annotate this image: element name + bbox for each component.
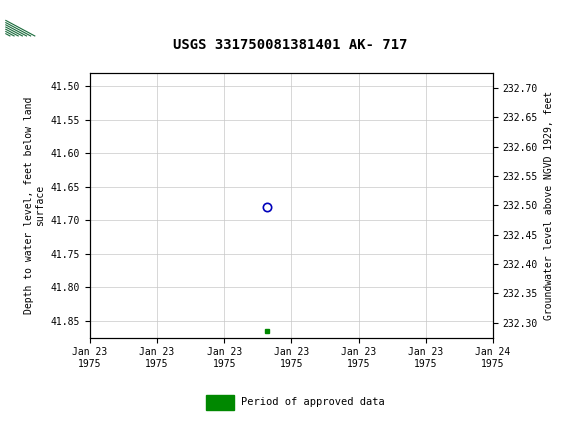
Y-axis label: Groundwater level above NGVD 1929, feet: Groundwater level above NGVD 1929, feet [543,91,553,320]
Text: Period of approved data: Period of approved data [241,397,385,407]
Text: USGS 331750081381401 AK- 717: USGS 331750081381401 AK- 717 [173,38,407,52]
Text: USGS: USGS [67,13,114,28]
Bar [206,395,234,409]
Y-axis label: Depth to water level, feet below land
surface: Depth to water level, feet below land su… [24,97,45,314]
FancyBboxPatch shape [6,5,64,36]
